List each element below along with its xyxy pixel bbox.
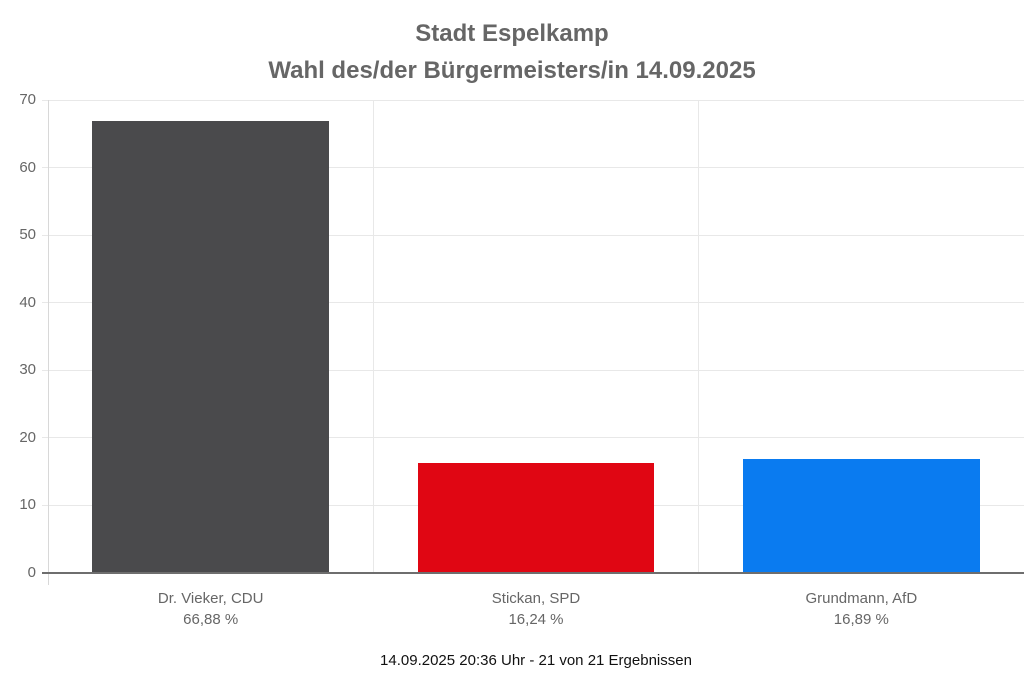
y-axis-tick-label: 30 [19,361,36,379]
candidate-name: Dr. Vieker, CDU [157,590,264,607]
candidate-percentage: 16,89 % [833,611,889,628]
chart-title: Stadt Espelkamp Wahl des/der Bürgermeist… [0,15,1024,89]
chart-title-line2: Wahl des/der Bürgermeisters/in 14.09.202… [268,57,756,84]
bar-grundmann-afd [742,458,980,573]
y-gridline-40 [42,302,1024,304]
candidate-percentage: 66,88 % [183,611,239,628]
y-axis-tick-label: 70 [19,91,36,108]
y-axis-tick-label: 50 [19,226,36,244]
bar-dr-vieker-cdu [92,121,330,573]
y-gridline-70 [42,99,1024,101]
category-label-stickan-spd: Stickan, SPD 16,24 % [373,588,698,630]
y-axis-tick-label: 60 [19,158,36,176]
bar-stickan-spd [417,463,655,573]
y-axis-tick-label: 40 [19,293,36,311]
y-gridline-50 [42,234,1024,236]
y-axis-tick-label: 0 [27,564,36,581]
category-label-dr-vieker-cdu: Dr. Vieker, CDU 66,88 % [48,588,373,630]
candidate-percentage: 16,24 % [508,611,564,628]
x-gridline-1 [372,100,374,573]
y-gridline-60 [42,167,1024,169]
chart-footer: 14.09.2025 20:36 Uhr - 21 von 21 Ergebni… [380,652,692,669]
candidate-name: Grundmann, AfD [805,590,918,607]
y-gridline-30 [42,369,1024,371]
x-gridline-2 [698,100,700,573]
chart-title-line1: Stadt Espelkamp [415,20,609,47]
y-gridline-20 [42,437,1024,439]
candidate-name: Stickan, SPD [491,590,581,607]
y-axis-tick-label: 20 [19,428,36,446]
y-axis-line [48,100,49,585]
x-axis-baseline [42,572,1024,574]
category-label-grundmann-afd: Grundmann, AfD 16,89 % [699,588,1024,630]
y-axis-tick-label: 10 [19,496,36,514]
